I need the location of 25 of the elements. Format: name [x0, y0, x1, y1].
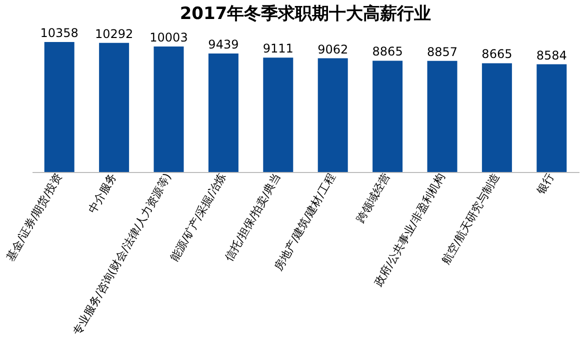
data-label: 8584	[536, 48, 567, 62]
bar	[482, 63, 512, 172]
data-label: 8857	[426, 44, 458, 59]
bar	[99, 42, 130, 172]
data-label: 9439	[208, 38, 239, 52]
data-label: 10003	[150, 30, 188, 44]
data-label: 9111	[262, 42, 294, 56]
x-tick-label: 基金/证券/期货/投资	[4, 171, 65, 264]
bar	[263, 58, 294, 172]
bar	[44, 42, 74, 172]
bar	[318, 58, 348, 172]
data-label: 10358	[40, 26, 78, 40]
data-label: 8665	[482, 47, 512, 62]
x-tick-label: 银行	[534, 171, 557, 198]
bar	[372, 60, 403, 172]
x-tick-label: 中介服务	[86, 171, 120, 216]
data-label: 8865	[372, 44, 403, 59]
x-tick-label: 跨领域经营	[354, 171, 393, 226]
data-label: 9062	[318, 42, 348, 56]
bar	[427, 60, 458, 172]
bar	[154, 46, 184, 172]
chart-title: 2017年冬季求职期十大高薪行业	[180, 4, 432, 24]
data-label: 10292	[94, 26, 134, 41]
bar	[208, 54, 238, 172]
bar	[536, 64, 567, 172]
